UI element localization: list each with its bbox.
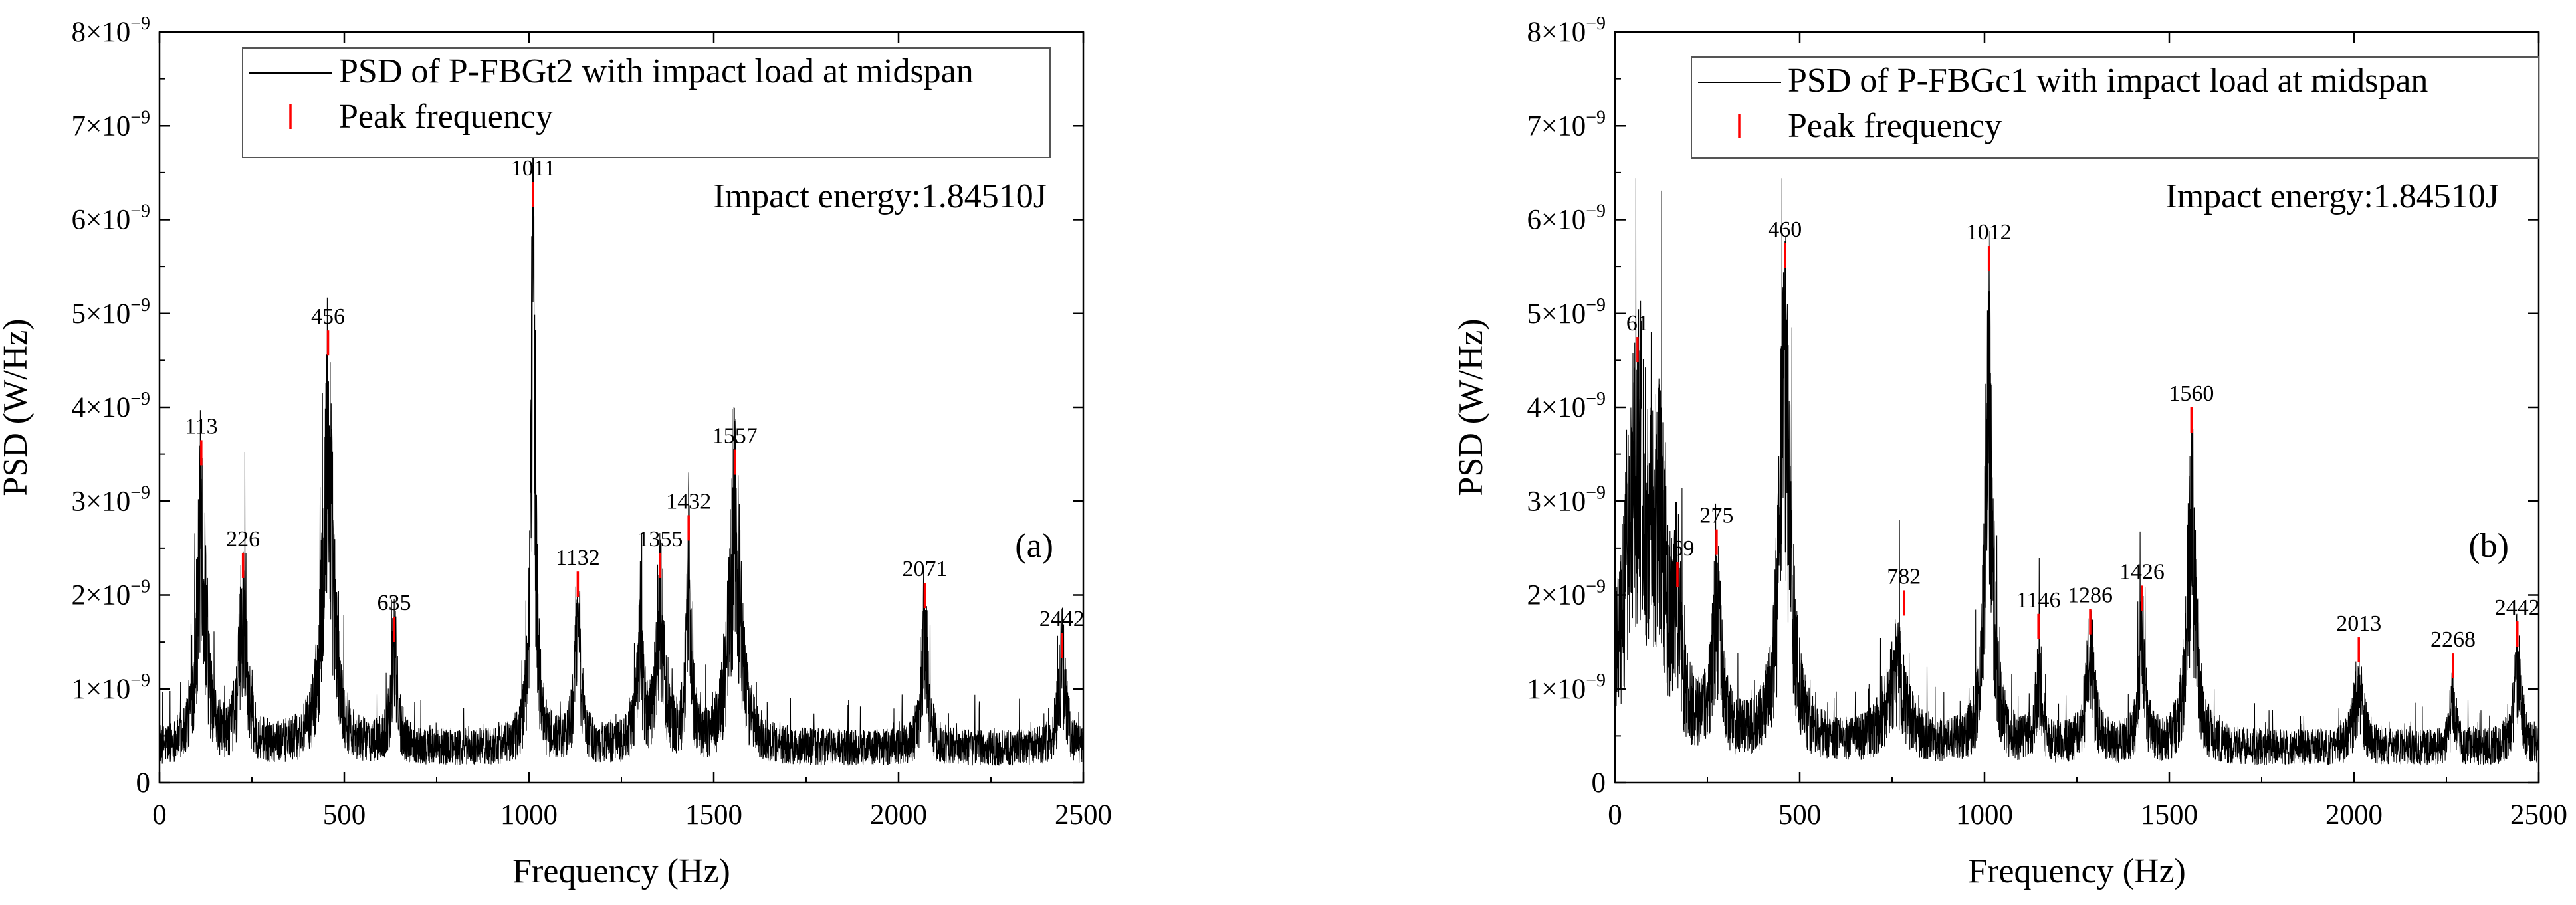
y-tick-label: 3×10−9 xyxy=(1527,482,1606,517)
psd-series-line xyxy=(1614,178,2539,766)
y-tick-label: 7×10−9 xyxy=(1527,107,1606,142)
y-tick-label: 4×10−9 xyxy=(71,389,150,423)
peak-label: 782 xyxy=(1887,564,1921,589)
x-tick-label: 500 xyxy=(1778,799,1822,831)
y-tick-label: 1×10−9 xyxy=(1527,670,1606,705)
y-tick-label: 4×10−9 xyxy=(1527,389,1606,423)
x-tick-label: 2000 xyxy=(2325,799,2383,831)
y-tick-label: 2×10−9 xyxy=(1527,577,1606,611)
peak-label: 1012 xyxy=(1967,220,2012,245)
y-tick-label: 8×10−9 xyxy=(71,13,150,48)
y-axis-title: PSD (W/Hz) xyxy=(0,318,35,496)
legend-box xyxy=(1691,56,2539,159)
x-tick-label: 1000 xyxy=(1956,799,2013,831)
x-tick-label: 2500 xyxy=(1055,799,1112,831)
y-axis-title: PSD (W/Hz) xyxy=(1452,318,1490,496)
panel-tag: (a) xyxy=(1015,527,1053,565)
legend-peak-label: Peak frequency xyxy=(339,98,553,136)
x-tick-label: 2500 xyxy=(2510,799,2567,831)
peak-label: 1560 xyxy=(2169,381,2214,406)
y-tick-label: 6×10−9 xyxy=(71,201,150,236)
peak-label: 61 xyxy=(1626,311,1649,336)
legend: PSD of P-FBGc1 with impact load at midsp… xyxy=(1691,56,2539,159)
peak-label: 2013 xyxy=(2336,611,2381,636)
y-tick-label: 2×10−9 xyxy=(71,577,150,611)
panel-b: 0 500 1000 1500 2000 2500 0 1×10−9 2×10−9 3×10−9 4… xyxy=(1452,13,2567,890)
peak-label: 1146 xyxy=(2016,588,2061,613)
x-tick-label: 2000 xyxy=(870,799,927,831)
legend-series-label: PSD of P-FBGc1 with impact load at midsp… xyxy=(1788,62,2428,100)
y-tick-label: 5×10−9 xyxy=(71,295,150,330)
legend: PSD of P-FBGt2 with impact load at midsp… xyxy=(242,47,1051,158)
peak-label: 460 xyxy=(1768,217,1802,242)
panel-tag: (b) xyxy=(2468,527,2509,565)
y-tick-label: 7×10−9 xyxy=(71,107,150,142)
y-tick-label: 0 xyxy=(136,767,151,799)
peak-label: 1132 xyxy=(556,546,600,570)
y-tick-label: 1×10−9 xyxy=(71,670,150,705)
impact-energy-note: Impact energy:1.84510J xyxy=(713,177,1047,215)
peak-label: 1355 xyxy=(637,527,683,552)
x-tick-label: 0 xyxy=(1608,799,1622,831)
peak-label: 169 xyxy=(1660,536,1694,561)
peak-label: 1432 xyxy=(666,489,711,514)
peak-label: 1011 xyxy=(511,156,556,181)
panel-a: 0 500 1000 1500 2000 2500 0 1×10−9 2×10−9 3×10−9 4… xyxy=(0,13,1112,890)
peak-label: 2071 xyxy=(902,557,947,581)
peak-label: 113 xyxy=(185,414,218,439)
legend-box xyxy=(242,47,1051,158)
peak-label: 2268 xyxy=(2430,627,2476,652)
x-tick-label: 1500 xyxy=(2141,799,2198,831)
peak-label: 635 xyxy=(377,591,411,615)
x-axis-title: Frequency (Hz) xyxy=(1968,853,2186,890)
peak-label: 456 xyxy=(311,304,345,329)
x-tick-label: 0 xyxy=(152,799,167,831)
y-tick-label: 8×10−9 xyxy=(1527,13,1606,48)
peak-label: 1557 xyxy=(712,424,758,449)
peak-label: 275 xyxy=(1699,504,1733,528)
legend-peak-label: Peak frequency xyxy=(1788,107,2002,145)
legend-series-label: PSD of P-FBGt2 with impact load at midsp… xyxy=(339,52,974,90)
psd-series-line xyxy=(159,101,1084,766)
peak-label: 2442 xyxy=(2495,595,2540,620)
impact-energy-note: Impact energy:1.84510J xyxy=(2165,177,2499,215)
x-tick-label: 1500 xyxy=(685,799,742,831)
x-tick-label: 1000 xyxy=(500,799,558,831)
y-tick-label: 5×10−9 xyxy=(1527,295,1606,330)
y-tick-label: 0 xyxy=(1592,767,1606,799)
peak-label: 226 xyxy=(226,527,260,552)
y-tick-label: 3×10−9 xyxy=(71,482,150,517)
x-axis-title: Frequency (Hz) xyxy=(512,853,730,890)
peak-label: 1426 xyxy=(2119,559,2165,584)
y-tick-label: 6×10−9 xyxy=(1527,201,1606,236)
peak-label: 1286 xyxy=(2068,583,2113,608)
peak-label: 2442 xyxy=(1039,607,1085,631)
x-tick-label: 500 xyxy=(323,799,366,831)
